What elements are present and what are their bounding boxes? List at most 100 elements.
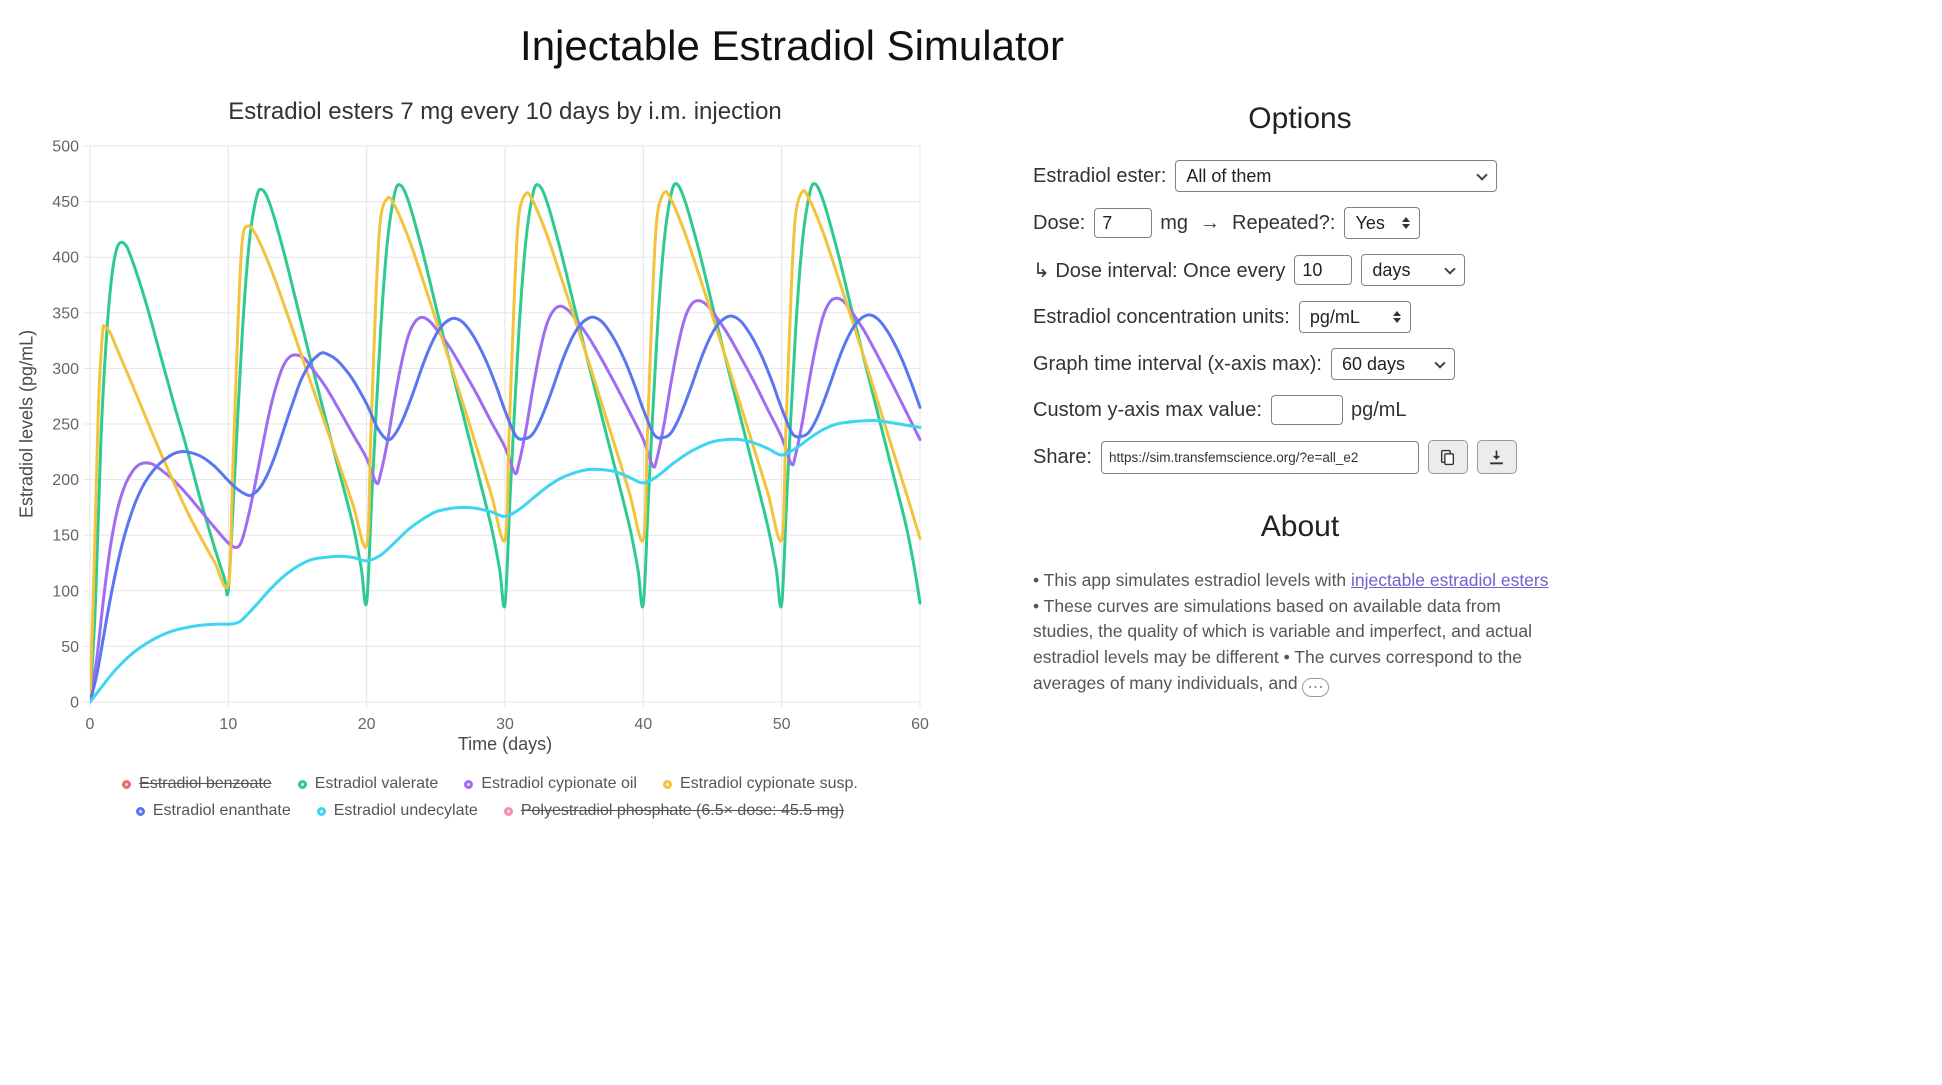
row-dose: Dose: mg → Repeated?: Yes xyxy=(1033,207,1567,239)
x-tick-label: 40 xyxy=(634,716,652,733)
estradiol-ester-select[interactable]: All of them xyxy=(1175,160,1498,192)
dose-interval-label: ↳ Dose interval: Once every xyxy=(1033,259,1286,282)
row-share: Share: xyxy=(1033,440,1567,474)
legend-item-polyestradiol-phosphate-6-5-dose-45-5-mg[interactable]: Polyestradiol phosphate (6.5× dose: 45.5… xyxy=(503,802,845,820)
chevron-down-icon xyxy=(1476,168,1489,181)
chart-series xyxy=(90,182,922,704)
legend-label: Estradiol cypionate oil xyxy=(481,775,637,792)
legend-marker-icon xyxy=(316,806,326,816)
concentration-units-select[interactable]: pg/mL xyxy=(1298,301,1411,333)
x-tick-label: 0 xyxy=(86,716,95,733)
series-line-estradiol-cypionate-susp xyxy=(90,189,922,704)
y-tick-label: 450 xyxy=(52,194,79,211)
legend-item-estradiol-undecylate[interactable]: Estradiol undecylate xyxy=(316,802,478,820)
x-tick-label: 50 xyxy=(773,716,791,733)
chevron-down-icon xyxy=(1444,262,1457,275)
x-tick-label: 30 xyxy=(496,716,514,733)
custom-ymax-label: Custom y-axis max value: xyxy=(1033,398,1262,421)
y-axis-title: Estradiol levels (pg/mL) xyxy=(16,329,37,519)
series-line-estradiol-enanthate xyxy=(90,313,922,704)
repeated-value: Yes xyxy=(1355,212,1385,233)
y-tick-label: 200 xyxy=(52,472,79,489)
legend-item-estradiol-benzoate[interactable]: Estradiol benzoate xyxy=(122,775,272,793)
legend-marker-icon xyxy=(464,779,474,789)
download-icon xyxy=(1490,450,1504,464)
dose-input[interactable] xyxy=(1094,208,1153,238)
row-concentration-units: Estradiol concentration units: pg/mL xyxy=(1033,301,1567,333)
download-button[interactable] xyxy=(1476,440,1517,474)
legend-item-estradiol-cypionate-oil[interactable]: Estradiol cypionate oil xyxy=(464,775,637,793)
row-graph-interval: Graph time interval (x-axis max): 60 day… xyxy=(1033,348,1567,380)
copy-link-button[interactable] xyxy=(1427,440,1468,474)
concentration-units-label: Estradiol concentration units: xyxy=(1033,305,1290,328)
copy-icon xyxy=(1441,449,1455,465)
x-tick-label: 20 xyxy=(358,716,376,733)
y-tick-label: 300 xyxy=(52,361,79,378)
y-tick-label: 150 xyxy=(52,528,79,545)
y-tick-label: 350 xyxy=(52,305,79,322)
y-tick-label: 50 xyxy=(61,639,79,656)
x-tick-label: 60 xyxy=(911,716,929,733)
legend-marker-icon xyxy=(135,806,145,816)
options-heading: Options xyxy=(1248,102,1352,135)
interval-unit-value: days xyxy=(1372,259,1411,280)
estradiol-levels-chart[interactable]: 0 10 20 30 40 50 60 0 50 100 150 200 250 300 350 400 450… xyxy=(40,134,934,734)
graph-interval-value: 60 days xyxy=(1341,353,1406,374)
about-text: • This app simulates estradiol levels wi… xyxy=(1033,568,1559,698)
legend-label: Estradiol cypionate susp. xyxy=(679,775,858,792)
y-tick-label: 400 xyxy=(52,250,79,267)
y-tick-label: 0 xyxy=(70,695,79,712)
legend-label: Polyestradiol phosphate (6.5× dose: 45.5… xyxy=(520,802,845,819)
series-line-estradiol-undecylate xyxy=(90,418,922,704)
about-text-segment: • These curves are simulations based on … xyxy=(1033,595,1533,693)
y-tick-label: 250 xyxy=(52,417,79,434)
x-tick-label: 10 xyxy=(219,716,237,733)
legend-label: Estradiol benzoate xyxy=(139,775,272,792)
interval-unit-select[interactable]: days xyxy=(1361,254,1466,286)
estradiol-ester-label: Estradiol ester: xyxy=(1033,164,1167,187)
up-down-arrows-icon xyxy=(1392,311,1401,323)
dose-unit-label: mg xyxy=(1160,211,1189,234)
y-tick-label: 100 xyxy=(52,583,79,600)
chart-legend: Estradiol benzoate Estradiol valerate Estr… xyxy=(70,775,910,820)
share-url-input[interactable] xyxy=(1100,440,1419,474)
gridlines xyxy=(84,145,921,708)
concentration-units-value: pg/mL xyxy=(1309,306,1360,327)
legend-label: Estradiol valerate xyxy=(314,775,439,792)
series-line-estradiol-valerate xyxy=(90,182,922,704)
row-custom-ymax: Custom y-axis max value: pg/mL xyxy=(1033,395,1567,425)
dose-label: Dose: xyxy=(1033,211,1086,234)
row-dose-interval: ↳ Dose interval: Once every days xyxy=(1033,254,1567,286)
custom-ymax-unit-label: pg/mL xyxy=(1350,398,1407,421)
expand-about-button[interactable]: ⋯ xyxy=(1302,678,1330,698)
dose-interval-input[interactable] xyxy=(1294,255,1353,285)
up-down-arrows-icon xyxy=(1402,217,1411,229)
repeated-select[interactable]: Yes xyxy=(1344,207,1421,239)
legend-label: Estradiol enanthate xyxy=(152,802,291,819)
x-axis-title: Time (days) xyxy=(457,734,553,754)
page-title: Injectable Estradiol Simulator xyxy=(520,22,1064,69)
arrow-right-icon: → xyxy=(1200,211,1221,234)
chart-title: Estradiol esters 7 mg every 10 days by i… xyxy=(228,98,782,125)
legend-label: Estradiol undecylate xyxy=(333,802,478,819)
options-panel: Options Estradiol ester: All of them Dos… xyxy=(1033,96,1567,698)
chevron-down-icon xyxy=(1434,356,1446,369)
chart-panel: Estradiol esters 7 mg every 10 days by i… xyxy=(14,96,969,820)
legend-item-estradiol-enanthate[interactable]: Estradiol enanthate xyxy=(135,802,291,820)
about-text-segment: • This app simulates estradiol levels wi… xyxy=(1033,570,1352,590)
injectable-estradiol-esters-link[interactable]: injectable estradiol esters xyxy=(1351,570,1549,590)
share-label: Share: xyxy=(1033,445,1092,468)
axis-tick-labels: 0 10 20 30 40 50 60 0 50 100 150 200 250 300 350 400 450… xyxy=(52,139,929,734)
legend-item-estradiol-valerate[interactable]: Estradiol valerate xyxy=(297,775,439,793)
custom-ymax-input[interactable] xyxy=(1270,395,1343,425)
legend-item-estradiol-cypionate-susp[interactable]: Estradiol cypionate susp. xyxy=(662,775,858,793)
legend-marker-icon xyxy=(297,779,307,789)
app: Injectable Estradiol Simulator Estradiol… xyxy=(14,22,1567,820)
series-line-estradiol-cypionate-oil xyxy=(90,296,922,704)
legend-marker-icon xyxy=(503,806,513,816)
y-tick-label: 500 xyxy=(52,139,79,156)
graph-interval-select[interactable]: 60 days xyxy=(1330,348,1455,380)
row-estradiol-ester: Estradiol ester: All of them xyxy=(1033,160,1567,192)
legend-marker-icon xyxy=(662,779,672,789)
estradiol-ester-value: All of them xyxy=(1186,165,1272,186)
